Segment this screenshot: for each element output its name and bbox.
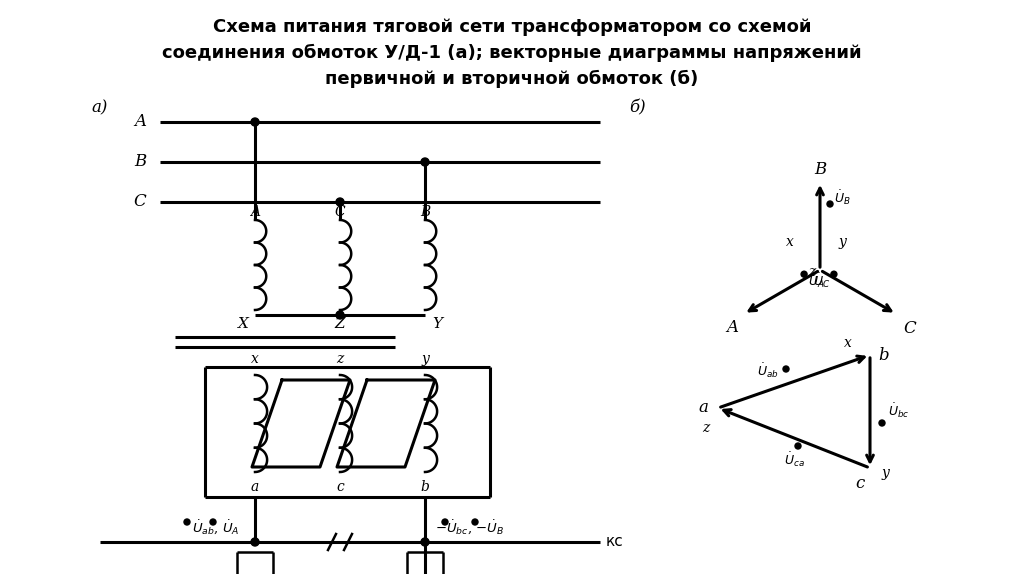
- Text: C: C: [133, 193, 146, 211]
- Circle shape: [421, 538, 429, 546]
- Circle shape: [184, 519, 190, 525]
- Text: x: x: [251, 352, 259, 366]
- Text: c: c: [855, 475, 864, 491]
- Text: X: X: [238, 317, 249, 331]
- Circle shape: [336, 311, 344, 319]
- Text: y: y: [421, 352, 429, 366]
- Circle shape: [830, 271, 837, 277]
- Text: x: x: [786, 235, 794, 249]
- Text: z: z: [808, 265, 816, 279]
- Circle shape: [827, 201, 833, 207]
- Circle shape: [251, 118, 259, 126]
- Text: $\dot{U}_{bc}$: $\dot{U}_{bc}$: [888, 402, 909, 420]
- Text: A: A: [134, 114, 146, 130]
- Text: $\dot{U}_B$: $\dot{U}_B$: [834, 189, 851, 207]
- Text: $\dot{U}_A$: $\dot{U}_A$: [808, 271, 824, 289]
- Text: $\dot{U}_{ab}$: $\dot{U}_{ab}$: [757, 362, 779, 381]
- Circle shape: [336, 198, 344, 206]
- Text: $\dot{U}_{ab}$, $\dot{U}_{A}$: $\dot{U}_{ab}$, $\dot{U}_{A}$: [193, 519, 240, 537]
- Circle shape: [210, 519, 216, 525]
- Text: первичной и вторичной обмоток (б): первичной и вторичной обмоток (б): [326, 70, 698, 88]
- Text: б): б): [630, 99, 646, 117]
- Circle shape: [442, 519, 449, 525]
- Text: B: B: [134, 153, 146, 170]
- Text: a: a: [251, 480, 259, 494]
- Text: y: y: [838, 235, 846, 249]
- Circle shape: [472, 519, 478, 525]
- Text: z: z: [702, 421, 710, 435]
- Circle shape: [421, 158, 429, 166]
- Text: b: b: [879, 347, 889, 363]
- Text: Схема питания тяговой сети трансформатором со схемой: Схема питания тяговой сети трансформатор…: [213, 18, 811, 36]
- Text: кс: кс: [606, 534, 624, 549]
- Circle shape: [783, 366, 790, 372]
- Text: y: y: [881, 466, 889, 480]
- Text: Z: Z: [335, 317, 345, 331]
- Text: a: a: [698, 400, 708, 417]
- Circle shape: [879, 420, 885, 426]
- Text: Y: Y: [432, 317, 442, 331]
- Text: A: A: [250, 205, 260, 219]
- Circle shape: [801, 271, 807, 277]
- Text: b: b: [421, 480, 429, 494]
- Text: C: C: [335, 205, 345, 219]
- Text: A: A: [726, 320, 737, 336]
- Text: а): а): [92, 99, 109, 117]
- Text: $\dot{U}_C$: $\dot{U}_C$: [813, 271, 829, 289]
- Text: C: C: [904, 320, 916, 336]
- Text: $\dot{U}_{ca}$: $\dot{U}_{ca}$: [783, 450, 805, 468]
- Circle shape: [795, 443, 801, 449]
- Text: z: z: [336, 352, 344, 366]
- Text: x: x: [844, 336, 852, 350]
- Text: B: B: [814, 161, 826, 179]
- Text: $-\dot{U}_{bc}$, $-\dot{U}_{B}$: $-\dot{U}_{bc}$, $-\dot{U}_{B}$: [435, 519, 505, 537]
- Circle shape: [251, 538, 259, 546]
- Text: B: B: [420, 205, 430, 219]
- Text: соединения обмоток У/Д-1 (а); векторные диаграммы напряжений: соединения обмоток У/Д-1 (а); векторные …: [162, 44, 862, 62]
- Text: c: c: [336, 480, 344, 494]
